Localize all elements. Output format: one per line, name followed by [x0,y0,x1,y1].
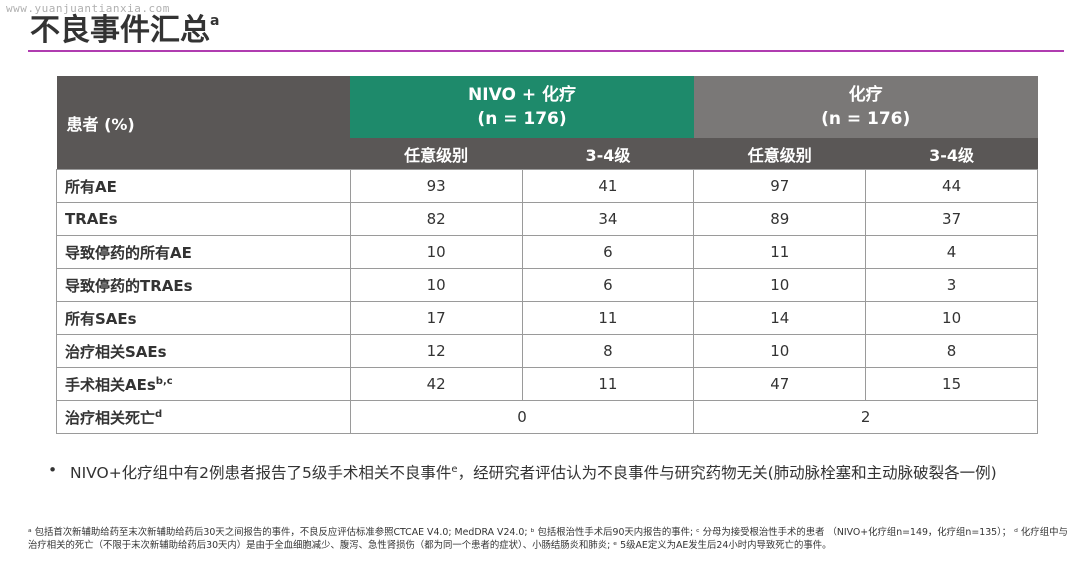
table-cell: 34 [521,202,695,236]
row-label-footnote: d [155,408,163,420]
group-chemo-n: (n = 176) [821,109,911,129]
subheader-nivo-any-grade: 任意级别 [350,138,523,170]
bullet-note: • NIVO+化疗组中有2例患者报告了5级手术相关不良事件e，经研究者评估认为不… [48,459,1038,484]
row-label-text: 治疗相关SAEs [65,342,167,361]
table-cell: 12 [349,334,523,368]
bullet-footnote-marker: e [451,464,458,475]
subheader-chemo-any-grade: 任意级别 [693,138,866,170]
watermark-text: www.yuanjuantianxia.com [6,2,170,15]
table-cell: 37 [865,202,1038,236]
table-cell: 47 [693,367,867,401]
table-cell: 97 [693,169,867,203]
row-label-text: 所有SAEs [65,309,137,328]
table-row: 治疗相关SAEs 12 8 10 8 [56,334,1038,368]
table-cell: 8 [865,334,1038,368]
row-label: 治疗相关SAEs [56,334,351,368]
row-label-text: 治疗相关死亡 [65,408,156,427]
table-row: 所有AE 93 41 97 44 [56,169,1038,203]
table-cell: 3 [865,268,1038,302]
deaths-nivo-cell: 0 [349,400,695,434]
group-chemo-name: 化疗 [848,85,883,105]
table-cell: 11 [693,235,867,269]
table-cell: 42 [349,367,523,401]
row-label: 导致停药的TRAEs [56,268,351,302]
table-cell: 4 [865,235,1038,269]
row-label: 所有AE [56,169,351,203]
table-cell: 41 [521,169,695,203]
table-body: 所有AE 93 41 97 44 TRAEs 82 34 89 37 导致停药的所有AE 10 6 11 4… [56,169,1038,401]
row-label: TRAEs [56,202,351,236]
table-cell: 8 [521,334,695,368]
table-cell: 6 [521,235,695,269]
table-row: 手术相关AEsb,c 42 11 47 15 [56,367,1038,401]
row-label: 导致停药的所有AE [56,235,351,269]
table-cell: 10 [693,268,867,302]
deaths-chemo-cell: 2 [693,400,1038,434]
table-cell: 44 [865,169,1038,203]
subheader-nivo-grade-3-4: 3-4级 [522,138,694,170]
table-row: 导致停药的TRAEs 10 6 10 3 [56,268,1038,302]
table-cell: 82 [349,202,523,236]
table-cell: 10 [349,235,523,269]
subheader-chemo-grade-3-4: 3-4级 [865,138,1038,170]
table-cell: 6 [521,268,695,302]
footnotes: ᵃ 包括首次新辅助给药至末次新辅助给药后30天之间报告的事件，不良反应评估标准参… [28,527,1068,551]
table-cell: 89 [693,202,867,236]
table-cell: 14 [693,301,867,335]
table-cell: 10 [865,301,1038,335]
table-cell: 10 [349,268,523,302]
bullet-text-tail: ，经研究者评估认为不良事件与研究药物无关(肺动脉栓塞和主动脉破裂各一例) [457,464,997,483]
row-label-text: 导致停药的TRAEs [65,276,193,295]
table-cell: 93 [349,169,523,203]
row-label: 所有SAEs [56,301,351,335]
table-cell: 11 [521,367,695,401]
group-nivo-n: (n = 176) [477,109,567,129]
table-row: 导致停药的所有AE 10 6 11 4 [56,235,1038,269]
adverse-events-table: 患者 (%) NIVO + 化疗 (n = 176) 化疗 (n = 176) … [56,76,1038,434]
row-label: 手术相关AEsb,c [56,367,351,401]
row-label-footnote: b,c [155,375,173,387]
title-divider [28,50,1064,52]
table-row: TRAEs 82 34 89 37 [56,202,1038,236]
group-header-chemo: 化疗 (n = 176) [693,76,1038,138]
table-cell: 15 [865,367,1038,401]
row-label-text: 手术相关AEs [65,375,156,394]
table-row-deaths: 治疗相关死亡d 0 2 [56,400,1038,434]
group-header-nivo-chemo: NIVO + 化疗 (n = 176) [350,76,694,138]
row-label-text: 所有AE [65,177,117,196]
page-title: 不良事件汇总a [30,4,219,52]
bullet-text-main: NIVO+化疗组中有2例患者报告了5级手术相关不良事件 [70,464,452,483]
table-cell: 11 [521,301,695,335]
table-group-header-row: 患者 (%) NIVO + 化疗 (n = 176) 化疗 (n = 176) [56,76,1038,170]
row-label: 治疗相关死亡d [56,400,351,434]
bullet-symbol: • [48,461,58,479]
table-cell: 10 [693,334,867,368]
row-label-text: TRAEs [65,210,118,228]
title-footnote-marker: a [210,13,220,29]
row-header-label: 患者 (%) [56,76,351,170]
row-label-text: 导致停药的所有AE [65,243,192,262]
page-title-text: 不良事件汇总 [30,13,210,48]
table-cell: 17 [349,301,523,335]
group-nivo-name: NIVO + 化疗 [468,85,576,105]
bullet-text: NIVO+化疗组中有2例患者报告了5级手术相关不良事件e，经研究者评估认为不良事… [70,459,997,484]
table-subheader-row: 任意级别 3-4级 任意级别 3-4级 [57,138,1038,170]
table-row: 所有SAEs 17 11 14 10 [56,301,1038,335]
